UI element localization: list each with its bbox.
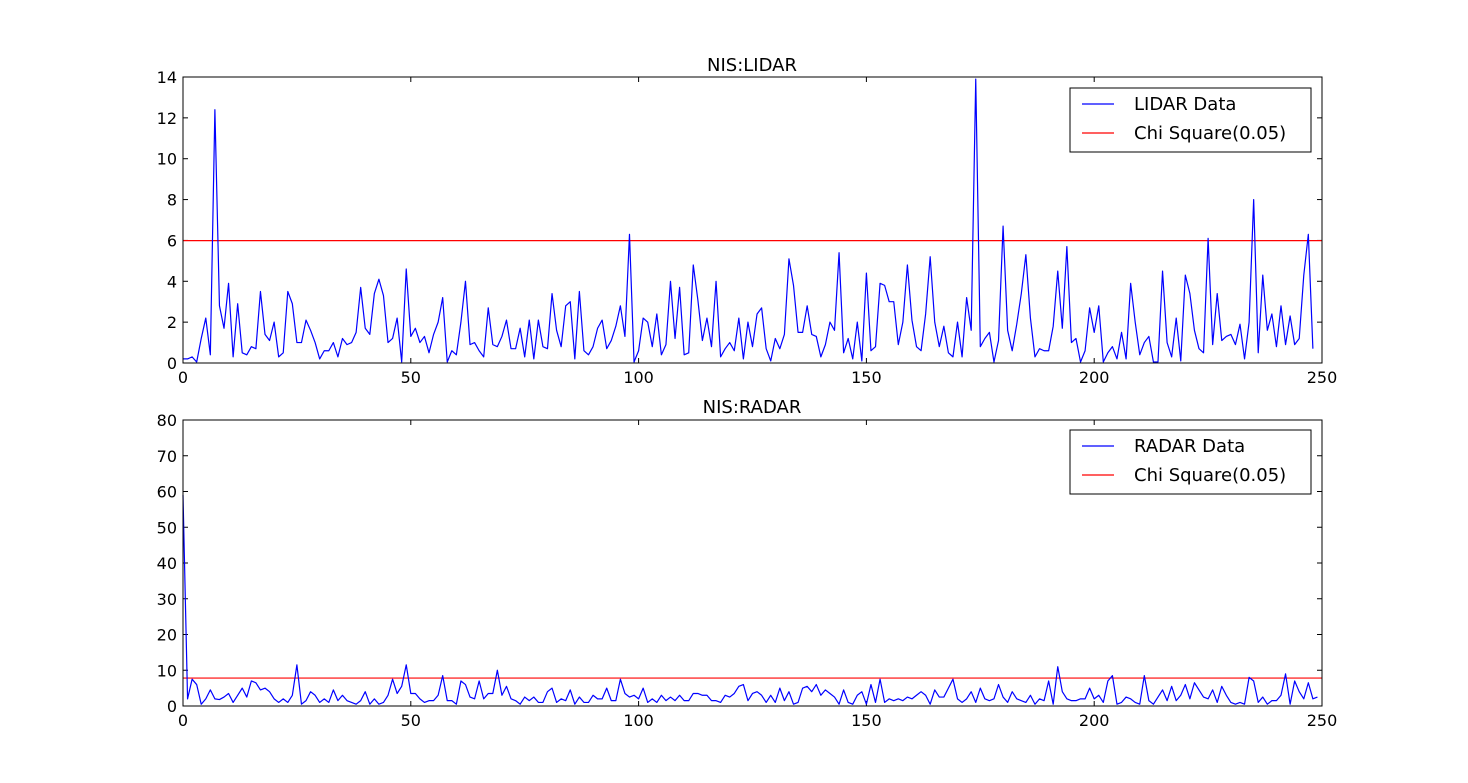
radar-xtick-label: 100 bbox=[623, 711, 654, 730]
lidar-data-line bbox=[183, 78, 1314, 363]
radar-legend-data-label: RADAR Data bbox=[1134, 436, 1245, 457]
radar-ticks: 0 50 100 150 200 250 0 10 20 30 40 50 60 70 80 bbox=[157, 411, 1338, 730]
lidar-chart-title: NIS:LIDAR bbox=[707, 55, 797, 76]
lidar-ytick-label: 10 bbox=[157, 150, 177, 169]
radar-lines bbox=[182, 495, 1322, 705]
radar-ytick-label: 40 bbox=[157, 554, 177, 573]
radar-xtick-label: 50 bbox=[401, 711, 421, 730]
radar-ytick-label: 70 bbox=[157, 447, 177, 466]
radar-legend-box bbox=[1069, 429, 1312, 495]
radar-ytick-label: 10 bbox=[157, 661, 177, 680]
lidar-ytick-label: 12 bbox=[157, 109, 177, 128]
lidar-plot-frame bbox=[182, 76, 1323, 364]
radar-ytick-label: 0 bbox=[167, 697, 177, 716]
lidar-xtick-label: 100 bbox=[623, 368, 654, 387]
lidar-xtick-label: 150 bbox=[851, 368, 882, 387]
radar-data-line bbox=[182, 495, 1318, 705]
lidar-ytick-label: 0 bbox=[167, 354, 177, 373]
radar-legend: RADAR Data Chi Square(0.05) bbox=[1069, 429, 1312, 495]
radar-legend-chi-label: Chi Square(0.05) bbox=[1134, 465, 1286, 486]
lidar-legend: LIDAR Data Chi Square(0.05) bbox=[1069, 87, 1312, 153]
lidar-legend-chi-label: Chi Square(0.05) bbox=[1134, 123, 1286, 144]
lidar-xtick-label: 250 bbox=[1307, 368, 1338, 387]
lidar-ytick-label: 2 bbox=[167, 313, 177, 332]
radar-chart-title: NIS:RADAR bbox=[703, 397, 802, 418]
lidar-xtick-label: 50 bbox=[401, 368, 421, 387]
lidar-xtick-label: 200 bbox=[1079, 368, 1110, 387]
radar-ytick-label: 30 bbox=[157, 590, 177, 609]
lidar-ytick-label: 4 bbox=[167, 272, 177, 291]
lidar-subplot: NIS:LIDAR 0 50 100 150 200 250 0 2 4 6 8 10 12 14 LID… bbox=[157, 55, 1338, 387]
radar-subplot: NIS:RADAR 0 50 100 150 200 250 0 10 20 30 40 50 60 70… bbox=[157, 397, 1338, 730]
lidar-ytick-label: 14 bbox=[157, 68, 177, 87]
radar-ytick-label: 50 bbox=[157, 518, 177, 537]
radar-ytick-label: 20 bbox=[157, 626, 177, 645]
radar-ytick-label: 60 bbox=[157, 483, 177, 502]
lidar-lines bbox=[183, 78, 1322, 363]
radar-xtick-label: 150 bbox=[851, 711, 882, 730]
lidar-ytick-label: 8 bbox=[167, 191, 177, 210]
radar-xtick-label: 0 bbox=[178, 711, 188, 730]
lidar-xtick-label: 0 bbox=[178, 368, 188, 387]
lidar-legend-data-label: LIDAR Data bbox=[1134, 94, 1236, 115]
lidar-legend-box bbox=[1069, 87, 1312, 153]
radar-xtick-label: 200 bbox=[1079, 711, 1110, 730]
radar-xtick-label: 250 bbox=[1307, 711, 1338, 730]
lidar-ticks: 0 50 100 150 200 250 0 2 4 6 8 10 12 14 bbox=[157, 68, 1338, 387]
lidar-ytick-label: 6 bbox=[167, 231, 177, 250]
radar-plot-frame bbox=[182, 419, 1323, 707]
radar-ytick-label: 80 bbox=[157, 411, 177, 430]
